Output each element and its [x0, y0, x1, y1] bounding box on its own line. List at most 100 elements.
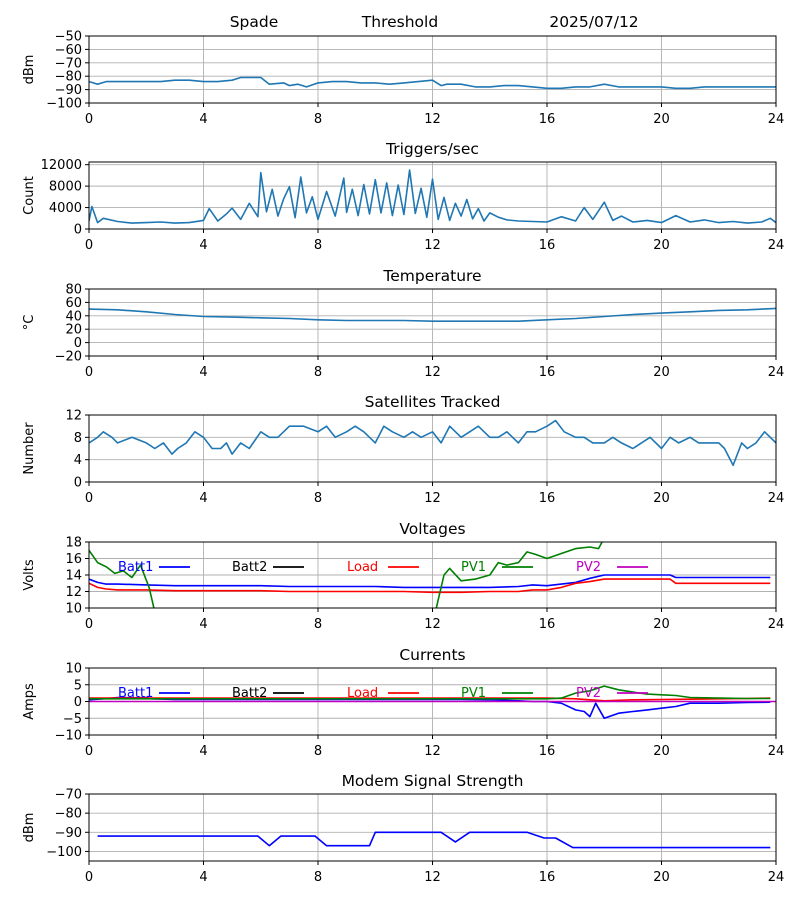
y-tick-label: −70	[55, 788, 82, 803]
legend-entry-batt2: Batt2	[232, 686, 304, 701]
x-tick-label: 12	[424, 365, 441, 380]
series-line-1	[89, 169, 776, 224]
x-tick-label: 24	[768, 112, 785, 127]
legend-entry-load: Load	[347, 686, 419, 701]
x-tick-label: 16	[539, 238, 556, 253]
chart-title: Temperature	[382, 267, 481, 285]
legend-label: PV1	[461, 686, 486, 701]
x-tick-label: 16	[539, 870, 556, 885]
y-tick-label: 16	[65, 552, 82, 567]
x-tick-label: 16	[539, 744, 556, 759]
x-tick-label: 20	[653, 870, 670, 885]
x-tick-label: 8	[314, 112, 322, 127]
legend-label: Batt2	[232, 686, 267, 701]
y-tick-label: 40	[65, 309, 82, 324]
y-tick-label: 18	[65, 536, 82, 551]
x-tick-label: 20	[653, 744, 670, 759]
series-line-pv1	[89, 542, 603, 608]
legend-label: Batt1	[118, 560, 153, 575]
legend-label: Load	[347, 560, 378, 575]
figure-header: Spade Threshold 2025/07/12	[230, 13, 639, 31]
legend-label: PV2	[576, 560, 601, 575]
x-tick-label: 8	[314, 365, 322, 380]
y-tick-label: 0	[74, 695, 82, 710]
y-axis-label: °C	[22, 315, 37, 331]
header-date: 2025/07/12	[549, 13, 638, 31]
legend-entry-pv2: PV2	[576, 560, 648, 575]
x-tick-label: 24	[768, 365, 785, 380]
x-tick-label: 20	[653, 365, 670, 380]
x-tick-label: 4	[199, 238, 207, 253]
chart-title: Currents	[399, 646, 465, 664]
y-tick-label: −80	[55, 807, 82, 822]
x-tick-label: 0	[85, 112, 93, 127]
y-tick-label: −70	[55, 56, 82, 71]
legend-label: Batt1	[118, 686, 153, 701]
panel-currents: 0 4 8 12 16 20 24 −10 −5 0 510 Amps Currents Batt1 Bat…	[22, 646, 784, 759]
y-tick-label: −100	[46, 97, 82, 112]
x-tick-label: 16	[539, 112, 556, 127]
legend-entry-batt1: Batt1	[118, 560, 190, 575]
y-tick-label: −50	[55, 30, 82, 45]
y-tick-label: 20	[65, 323, 82, 338]
series-line-load	[89, 578, 771, 594]
y-tick-label: −100	[46, 845, 82, 860]
x-tick-label: 0	[85, 744, 93, 759]
panel-modem: 0 4 8 12 16 20 24 −100 −90 −80 −70 dBm Modem Signal …	[22, 772, 784, 885]
x-tick-label: 4	[199, 870, 207, 885]
panel-signal: 0 4 8 12 16 20 24 −100−90−80−70−60−50 dBm	[22, 30, 784, 128]
x-tick-label: 20	[653, 617, 670, 632]
x-tick-label: 24	[768, 238, 785, 253]
y-tick-label: 0	[74, 336, 82, 351]
y-tick-label: 4	[74, 453, 82, 468]
x-tick-label: 24	[768, 491, 785, 506]
series-line-pv1	[89, 685, 771, 700]
x-tick-label: 8	[314, 238, 322, 253]
x-tick-label: 8	[314, 870, 322, 885]
legend-entry-batt2: Batt2	[232, 560, 304, 575]
x-tick-label: 16	[539, 491, 556, 506]
y-tick-label: −90	[55, 826, 82, 841]
x-tick-label: 12	[424, 112, 441, 127]
legend-label: Load	[347, 686, 378, 701]
chart-title: Satellites Tracked	[365, 393, 501, 411]
y-tick-label: 5	[74, 678, 82, 693]
y-tick-label: 10	[65, 662, 82, 677]
y-axis-label: Amps	[22, 683, 37, 720]
x-tick-label: 4	[199, 617, 207, 632]
x-tick-label: 20	[653, 238, 670, 253]
legend-label: PV2	[576, 686, 601, 701]
header-site: Spade	[230, 13, 279, 31]
y-axis-label: Count	[22, 176, 37, 215]
y-axis-label: dBm	[22, 55, 37, 85]
series-line-batt1	[89, 696, 771, 720]
y-tick-label: −90	[55, 83, 82, 98]
x-tick-label: 24	[768, 617, 785, 632]
y-tick-label: 10	[65, 602, 82, 617]
legend-label: PV1	[461, 560, 486, 575]
x-tick-label: 12	[424, 491, 441, 506]
y-tick-label: −10	[55, 729, 82, 744]
y-axis-label: Number	[22, 422, 37, 475]
series-line-batt1	[89, 574, 771, 589]
y-tick-label: 8	[74, 431, 82, 446]
x-tick-label: 0	[85, 238, 93, 253]
legend-entry-pv1: PV1	[461, 686, 533, 701]
y-tick-label: 12	[65, 409, 82, 424]
y-tick-label: 80	[65, 283, 82, 298]
x-tick-label: 12	[424, 744, 441, 759]
x-tick-label: 0	[85, 365, 93, 380]
legend-label: Batt2	[232, 560, 267, 575]
chart-title: Triggers/sec	[385, 140, 479, 158]
y-tick-label: −60	[55, 43, 82, 58]
x-tick-label: 4	[199, 365, 207, 380]
panel-satellites: 0 4 8 12 16 20 24 0 4 8 12 Number Satellites Tracked	[22, 393, 784, 506]
x-tick-label: 16	[539, 617, 556, 632]
x-tick-label: 0	[85, 617, 93, 632]
x-tick-label: 12	[424, 870, 441, 885]
chart-title: Modem Signal Strength	[342, 772, 524, 790]
